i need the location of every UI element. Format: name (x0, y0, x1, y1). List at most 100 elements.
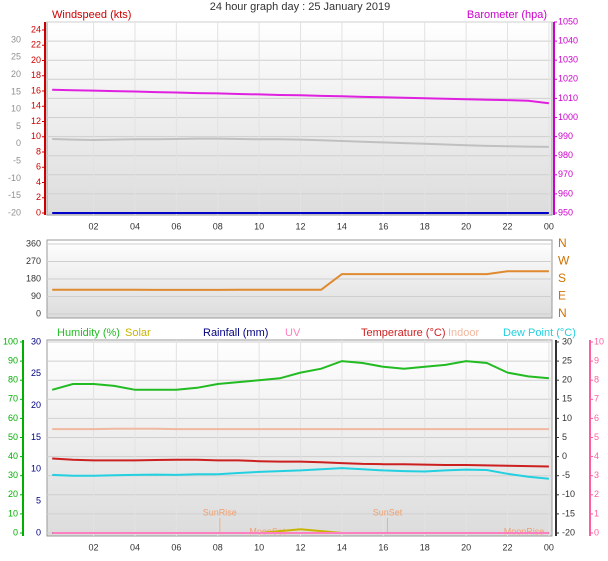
y-tick-label: 2 (594, 489, 599, 499)
legend-entry: Dew Point (°C) (503, 327, 576, 339)
y-tick-label: 0 (36, 308, 41, 318)
y-tick-label: 7 (594, 394, 599, 404)
y-tick-label: 70 (8, 394, 18, 404)
title: 24 hour graph day : 25 January 2019 (210, 1, 390, 13)
y-tick-label: 1 (594, 508, 599, 518)
y-tick-label: 50 (8, 432, 18, 442)
y-tick-label: 2 (36, 192, 41, 202)
series-line (51, 360, 549, 391)
x-tick-label: 06 (171, 542, 181, 552)
x-tick-label: 04 (130, 221, 140, 231)
y-tick-label: -15 (8, 190, 21, 200)
x-tick-label: 02 (89, 542, 99, 552)
y-tick-label: 5 (16, 121, 21, 131)
series-line (52, 137, 549, 148)
legend-entry: Rainfall (mm) (203, 327, 268, 339)
y-tick-label: 10 (11, 104, 21, 114)
y-tick-label: 970 (558, 169, 573, 179)
y-axis-title: Windspeed (kts) (52, 9, 131, 21)
y-tick-label: -15 (562, 508, 575, 518)
x-tick-label: 10 (254, 542, 264, 552)
y-tick-label: 5 (36, 496, 41, 506)
x-tick-label: 00 (544, 542, 554, 552)
y-tick-label: 10 (31, 464, 41, 474)
x-tick-label: 02 (89, 221, 99, 231)
y-tick-label: 270 (26, 256, 41, 266)
y-tick-label: 1000 (558, 112, 578, 122)
y-tick-label: 15 (11, 86, 21, 96)
y-tick-label: 40 (8, 451, 18, 461)
y-tick-label: 15 (31, 432, 41, 442)
y-tick-label: 20 (11, 69, 21, 79)
y2-axis-title: Barometer (hpa) (467, 9, 547, 21)
y-tick-label: 0 (36, 527, 41, 537)
x-tick-label: 20 (461, 221, 471, 231)
y-tick-label: -10 (8, 173, 21, 183)
y-tick-label: 30 (31, 336, 41, 346)
annotation: SunRise (203, 507, 237, 517)
y-tick-label: 3 (594, 470, 599, 480)
x-tick-label: 00 (544, 221, 554, 231)
series-line (52, 467, 549, 480)
y-tick-label: 960 (558, 188, 573, 198)
y-tick-label: -10 (562, 489, 575, 499)
y-tick-label: 12 (31, 116, 41, 126)
y-tick-label: 4 (594, 451, 599, 461)
y-tick-label: 8 (594, 375, 599, 385)
x-tick-label: 12 (296, 542, 306, 552)
y-tick-label: 180 (26, 273, 41, 283)
y-tick-label: -5 (562, 470, 570, 480)
y-tick-label: 25 (31, 368, 41, 378)
y-tick-label: 22 (31, 40, 41, 50)
x-tick-label: 12 (296, 221, 306, 231)
y-tick-label: E (558, 289, 566, 303)
y-tick-label: 6 (36, 162, 41, 172)
x-tick-label: 08 (213, 542, 223, 552)
y-tick-label: 1030 (558, 55, 578, 65)
y-tick-label: 10 (8, 508, 18, 518)
y-tick-label: 8 (36, 146, 41, 156)
y-tick-label: 90 (8, 355, 18, 365)
y-tick-label: 20 (8, 489, 18, 499)
x-tick-label: 14 (337, 542, 347, 552)
x-tick-label: 16 (378, 542, 388, 552)
series-line (52, 270, 549, 291)
y-tick-label: S (558, 271, 566, 285)
y-tick-label: 1050 (558, 16, 578, 26)
y-tick-label: 1040 (558, 35, 578, 45)
y-tick-label: 1010 (558, 93, 578, 103)
y-tick-label: 100 (3, 336, 18, 346)
y-tick-label: 20 (31, 400, 41, 410)
x-tick-label: 20 (461, 542, 471, 552)
y-tick-label: W (558, 254, 570, 268)
legend-entry: Temperature (°C) (361, 327, 445, 339)
plot-area (46, 21, 553, 216)
y-tick-label: 10 (594, 336, 604, 346)
x-tick-label: 04 (130, 542, 140, 552)
y-tick-label: 80 (8, 375, 18, 385)
y-tick-label: 10 (31, 131, 41, 141)
y-tick-label: 0 (594, 527, 599, 537)
y-tick-label: 30 (562, 336, 572, 346)
x-tick-label: 16 (378, 221, 388, 231)
y-tick-label: 20 (562, 375, 572, 385)
y-tick-label: 16 (31, 85, 41, 95)
y-tick-label: 30 (11, 34, 21, 44)
y-tick-label: 980 (558, 150, 573, 160)
y-tick-label: -5 (13, 155, 21, 165)
x-tick-label: 18 (420, 542, 430, 552)
series-line (52, 457, 549, 468)
y-tick-label: 6 (594, 413, 599, 423)
y-tick-label: 9 (594, 355, 599, 365)
y-tick-label: 25 (11, 52, 21, 62)
legend-entry: Humidity (%) (57, 327, 120, 339)
x-tick-label: 10 (254, 221, 264, 231)
y-tick-label: -20 (8, 207, 21, 217)
legend-entry: Indoor (448, 327, 480, 339)
y-tick-label: 24 (31, 24, 41, 34)
y-tick-label: 5 (562, 432, 567, 442)
x-tick-label: 22 (502, 542, 512, 552)
x-tick-label: 22 (502, 221, 512, 231)
y-tick-label: 18 (31, 70, 41, 80)
